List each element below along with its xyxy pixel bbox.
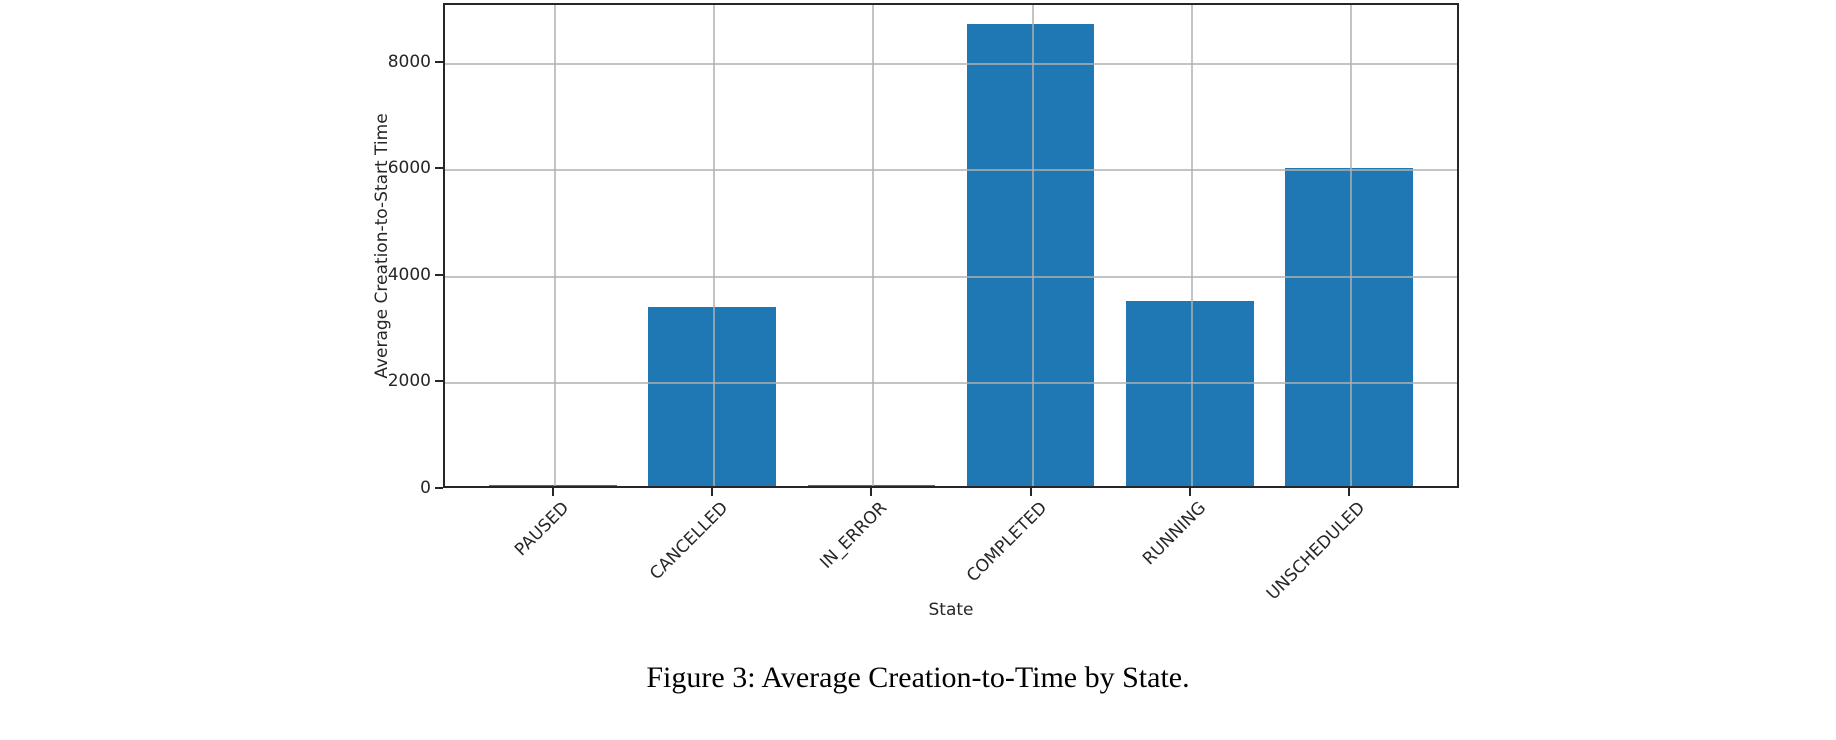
y-tick-mark-0 xyxy=(435,487,443,489)
gridline-y-8000 xyxy=(445,62,1457,65)
plot-area xyxy=(443,3,1459,488)
gridline-y-4000 xyxy=(445,275,1457,278)
figure-caption: Figure 3: Average Creation-to-Time by St… xyxy=(646,661,1190,694)
y-tick-label-0: 0 xyxy=(420,478,431,498)
x-tick-mark-running xyxy=(1188,488,1191,496)
y-tick-mark-4000 xyxy=(435,273,443,276)
v-gridline-paused xyxy=(553,5,556,486)
y-tick-label-6000: 6000 xyxy=(387,158,431,179)
x-tick-mark-in-error xyxy=(870,488,873,496)
x-tick-mark-cancelled xyxy=(711,488,714,496)
bar-chart: Average Creation-to-Start Time 0 2000 4000… xyxy=(372,3,1459,620)
x-tick-label-paused: PAUSED xyxy=(510,498,574,561)
v-gridline-in-error xyxy=(872,5,875,486)
x-axis-label: State xyxy=(928,600,974,620)
y-tick-label-8000: 8000 xyxy=(387,51,431,72)
x-tick-label-running: RUNNING xyxy=(1138,498,1211,570)
y-axis-label: Average Creation-to-Start Time xyxy=(372,113,392,379)
gridline-y-6000 xyxy=(445,169,1457,172)
gridline-y-2000 xyxy=(445,382,1457,385)
v-gridline-unscheduled xyxy=(1350,5,1353,486)
x-tick-label-unscheduled: UNSCHEDULED xyxy=(1263,498,1370,605)
bar-unscheduled xyxy=(1285,168,1413,488)
y-tick-mark-6000 xyxy=(435,167,443,170)
x-tick-mark-completed xyxy=(1029,488,1032,496)
y-tick-label-2000: 2000 xyxy=(387,371,431,392)
y-tick-label-4000: 4000 xyxy=(387,264,431,285)
x-tick-label-in-error: IN_ERROR xyxy=(816,498,892,573)
v-gridline-completed xyxy=(1031,5,1034,486)
x-tick-label-completed: COMPLETED xyxy=(962,498,1051,587)
y-tick-mark-8000 xyxy=(435,60,443,63)
y-tick-mark-2000 xyxy=(435,380,443,383)
x-tick-label-cancelled: CANCELLED xyxy=(646,498,733,584)
bars-layer xyxy=(443,3,1459,488)
bar-running xyxy=(1126,301,1254,488)
v-gridline-cancelled xyxy=(713,5,716,486)
bar-cancelled xyxy=(648,306,776,488)
x-tick-mark-unscheduled xyxy=(1348,488,1351,496)
x-tick-mark-paused xyxy=(551,488,554,496)
v-gridline-running xyxy=(1190,5,1193,486)
grid-layer xyxy=(443,3,1459,488)
bar-completed xyxy=(966,24,1095,488)
